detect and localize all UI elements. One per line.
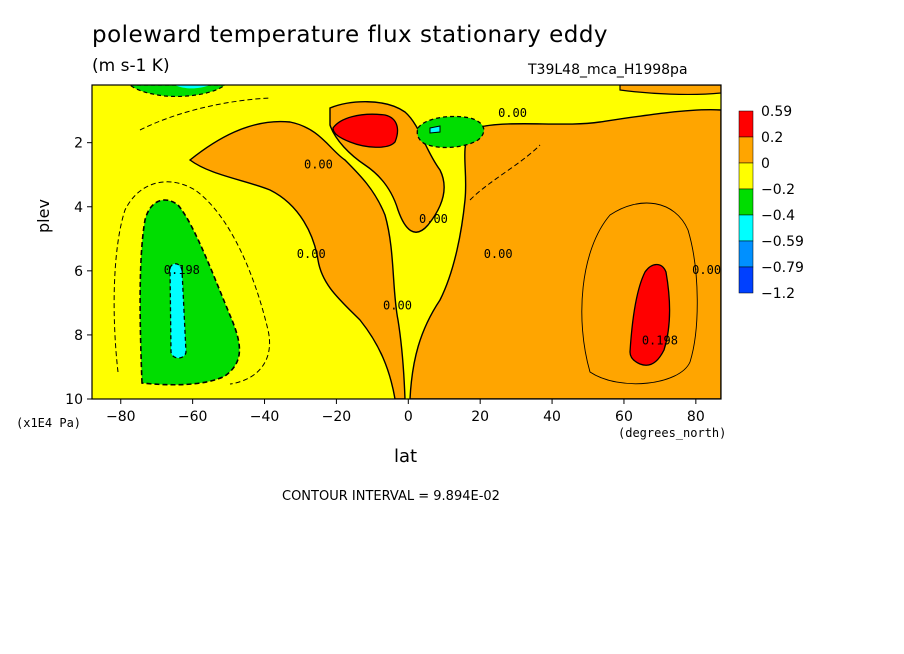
x-tick-label: 0 [404,409,413,425]
red-region-upper [332,113,399,148]
legend-level-label: −0.4 [761,208,795,224]
chart-title: poleward temperature flux stationary edd… [92,22,609,48]
run-id-label: T39L48_mca_H1998pa [528,62,688,78]
legend-level-label: −1.2 [761,286,795,302]
legend-level-label: 0.59 [761,104,792,120]
y-tick-label: 8 [74,328,83,344]
contour-label: 0.00 [297,247,326,261]
dashed-contour-3 [139,97,271,131]
contour-label: 0.00 [484,247,513,261]
y-tick-label: 6 [74,264,83,280]
contour-label: 0.00 [692,263,721,277]
x-tick-label: −80 [106,409,136,425]
legend-level-label: 0 [761,156,770,172]
contour-interval-note: CONTOUR INTERVAL = 9.894E-02 [282,489,500,504]
plot-frame [91,84,722,400]
orange-region-tropics [188,120,406,399]
legend-level-label: −0.2 [761,182,795,198]
x-tick-label: 80 [687,409,705,425]
plot-fill [92,85,721,399]
solid-contour-nh [581,202,698,385]
x-tick-label: 60 [615,409,633,425]
cyan-region-top [175,85,210,89]
legend-swatch [738,266,754,294]
legend-swatch [738,162,754,190]
green-region-upper [416,115,485,149]
contour-labels: 0.00 0.00 0.00 0.00 0.00 0.00 0.00 0.198 0.198 [164,106,721,347]
cyan-region-sh [169,263,187,359]
red-region-nh [629,263,671,366]
x-axis: −80 −60 −40 −20 0 20 40 60 80 [106,399,705,425]
y-axis: 2 4 6 8 10 [65,136,92,408]
x-tick-label: −20 [322,409,352,425]
legend-swatch [738,110,754,138]
legend-swatch [738,214,754,242]
green-region-top [129,85,226,98]
green-region-sh [139,199,241,386]
y-tick-label: 2 [74,136,83,152]
y-axis-units: (x1E4 Pa) [16,416,82,430]
contour-label: 0.198 [642,334,678,348]
color-legend: 0.59 0.2 0 −0.2 −0.4 −0.59 −0.79 −1.2 [738,104,804,302]
x-tick-label: −40 [250,409,280,425]
x-axis-label: lat [394,446,418,467]
cyan-region-upper [429,125,441,134]
x-axis-units: (degrees_north) [618,426,727,440]
legend-swatch [738,188,754,216]
units-label: (m s-1 K) [92,56,170,76]
x-tick-label: −60 [178,409,208,425]
x-tick-label: 20 [471,409,489,425]
contour-label: 0.00 [383,298,412,312]
dashed-contour-1 [113,181,270,385]
legend-level-label: −0.79 [761,260,804,276]
legend-swatch [738,240,754,268]
y-tick-label: 10 [65,392,83,408]
legend-swatch [738,136,754,164]
dashed-contour-2 [469,144,541,201]
legend-level-label: 0.2 [761,130,783,146]
y-tick-label: 4 [74,200,83,216]
contour-label: 0.00 [304,157,333,171]
contour-label: 0.198 [164,263,200,277]
contour-label: 0.00 [419,212,448,226]
x-tick-label: 40 [543,409,561,425]
contour-label: 0.00 [498,106,527,120]
legend-level-label: −0.59 [761,234,804,250]
